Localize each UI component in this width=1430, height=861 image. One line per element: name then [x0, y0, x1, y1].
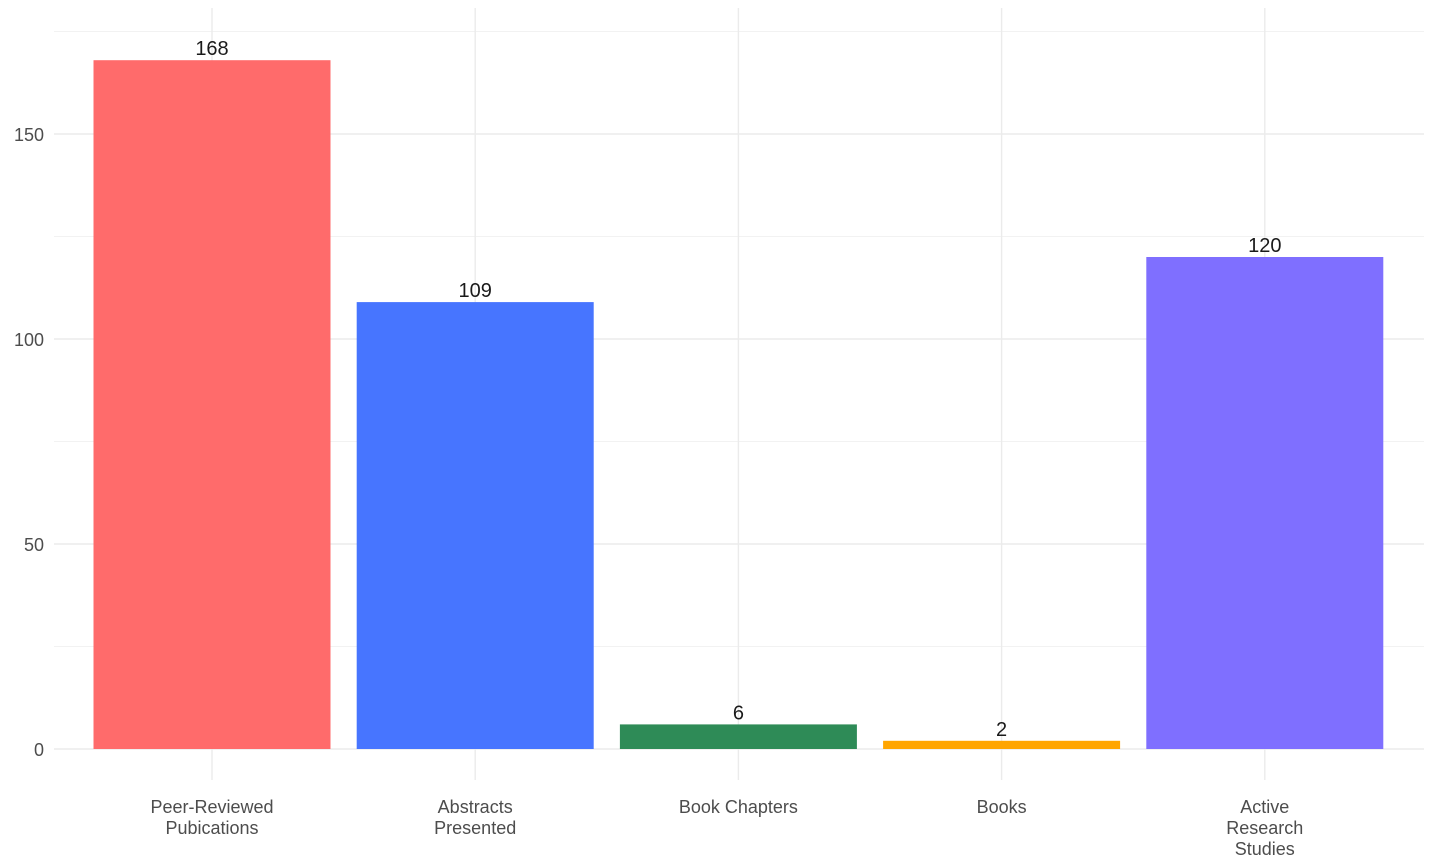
y-tick-label: 0 — [34, 740, 44, 760]
bar — [1146, 257, 1384, 749]
x-tick-label: Books — [977, 797, 1027, 817]
bar-value-label: 168 — [195, 38, 228, 60]
bar-value-label: 2 — [996, 719, 1007, 741]
bar — [619, 724, 857, 749]
x-tick-label: Abstracts Presented — [434, 797, 516, 838]
bar — [883, 740, 1121, 749]
y-tick-label: 100 — [14, 330, 44, 350]
y-tick-label: 150 — [14, 125, 44, 145]
x-axis: Peer-Reviewed Pubications Abstracts Present… — [150, 797, 1303, 859]
bar-value-label: 109 — [459, 280, 492, 302]
bar-value-label: 120 — [1248, 235, 1281, 257]
y-tick-label: 50 — [24, 535, 44, 555]
bar — [93, 60, 331, 749]
data-labels: 168 109 6 2 120 — [195, 38, 1281, 741]
bars — [93, 60, 1384, 749]
x-tick-label: Peer-Reviewed Pubications — [150, 797, 273, 838]
x-tick-label: Active Research Studies — [1226, 797, 1303, 859]
y-axis: 0 50 100 150 — [14, 125, 44, 760]
bar — [356, 302, 594, 749]
x-tick-label: Book Chapters — [679, 797, 798, 817]
bar-value-label: 6 — [733, 702, 744, 724]
